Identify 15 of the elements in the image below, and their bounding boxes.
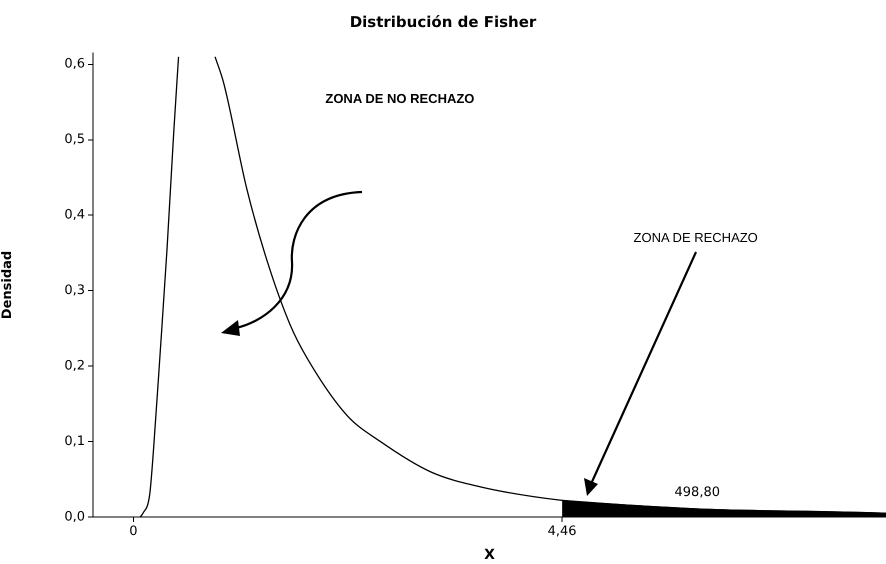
- y-tick-label: 0,4: [64, 208, 85, 223]
- y-tick-label: 0,0: [64, 509, 85, 524]
- x-axis-title: X: [484, 547, 496, 564]
- y-tick-label: 0,6: [64, 56, 85, 72]
- y-tick-label: 0,5: [64, 132, 85, 148]
- y-axis-title: Densidad: [0, 250, 16, 320]
- y-tick-label: 0,3: [64, 283, 85, 298]
- y-tick-label: 0,1: [64, 434, 85, 449]
- annotation: ZONA DE RECHAZO: [634, 230, 758, 246]
- annotation: 498,80: [674, 484, 720, 500]
- x-tick-label: 0: [129, 524, 138, 540]
- x-tick-label: 4,46: [548, 524, 577, 540]
- annotation: ZONA DE NO RECHAZO: [325, 90, 474, 106]
- y-tick-label: 0,2: [64, 358, 85, 374]
- chart-title: Distribución de Fisher: [350, 12, 537, 31]
